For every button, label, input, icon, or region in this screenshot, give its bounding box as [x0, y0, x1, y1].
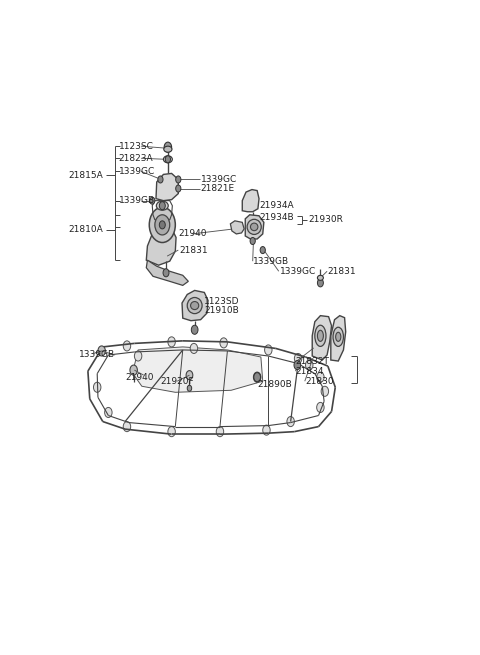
Text: 1339GC: 1339GC: [201, 175, 237, 184]
Circle shape: [150, 197, 155, 204]
Circle shape: [263, 425, 270, 435]
Text: 1123SD: 1123SD: [204, 297, 240, 306]
Circle shape: [168, 426, 175, 437]
Polygon shape: [312, 316, 332, 360]
Circle shape: [317, 372, 324, 383]
Text: 21810A: 21810A: [68, 225, 103, 234]
Circle shape: [187, 385, 192, 391]
Circle shape: [253, 372, 261, 383]
Circle shape: [220, 338, 228, 348]
Circle shape: [317, 279, 324, 287]
Circle shape: [254, 373, 261, 382]
Text: 1339GB: 1339GB: [253, 257, 289, 266]
Polygon shape: [182, 290, 208, 321]
Text: 21930R: 21930R: [309, 215, 343, 224]
Text: 21940: 21940: [125, 373, 154, 382]
Text: 21832T: 21832T: [296, 356, 330, 365]
Ellipse shape: [163, 156, 172, 163]
Circle shape: [165, 156, 170, 163]
Circle shape: [264, 345, 272, 355]
Text: 21834: 21834: [296, 367, 324, 375]
Text: 21821E: 21821E: [201, 184, 235, 193]
Circle shape: [163, 269, 169, 277]
Circle shape: [123, 422, 131, 432]
Polygon shape: [242, 189, 259, 212]
Circle shape: [250, 238, 255, 244]
Circle shape: [130, 365, 137, 375]
Text: 1339GC: 1339GC: [119, 167, 155, 176]
Ellipse shape: [336, 332, 341, 341]
Text: 1339GC: 1339GC: [279, 267, 316, 276]
Circle shape: [159, 221, 165, 229]
Text: 21920F: 21920F: [160, 377, 194, 386]
Text: 21934A: 21934A: [259, 201, 294, 210]
Text: 21831: 21831: [328, 267, 357, 276]
Circle shape: [123, 341, 131, 351]
Circle shape: [192, 326, 198, 334]
Ellipse shape: [317, 330, 324, 341]
Circle shape: [260, 246, 265, 253]
Text: 21823A: 21823A: [119, 154, 154, 163]
Polygon shape: [156, 174, 178, 200]
Circle shape: [94, 383, 101, 392]
Text: 1339GB: 1339GB: [79, 350, 116, 360]
Text: 21815A: 21815A: [68, 171, 103, 180]
Circle shape: [158, 176, 163, 183]
Circle shape: [216, 426, 224, 437]
Circle shape: [176, 185, 181, 192]
Circle shape: [294, 360, 300, 369]
Ellipse shape: [156, 201, 168, 210]
Ellipse shape: [191, 301, 199, 310]
Circle shape: [294, 354, 302, 364]
Ellipse shape: [247, 219, 261, 234]
Circle shape: [105, 407, 112, 417]
Circle shape: [321, 386, 329, 396]
Circle shape: [317, 402, 324, 413]
Circle shape: [155, 215, 170, 235]
Ellipse shape: [317, 275, 324, 280]
Circle shape: [190, 343, 198, 354]
Polygon shape: [245, 215, 264, 239]
Ellipse shape: [333, 328, 344, 346]
Ellipse shape: [315, 326, 326, 346]
Ellipse shape: [164, 146, 172, 152]
Circle shape: [186, 371, 193, 380]
Circle shape: [287, 417, 294, 426]
Ellipse shape: [187, 297, 202, 314]
Circle shape: [98, 346, 106, 356]
Text: 21910B: 21910B: [204, 306, 239, 315]
Text: 21934B: 21934B: [259, 214, 294, 222]
Text: 1339GB: 1339GB: [119, 196, 155, 205]
Circle shape: [164, 142, 172, 152]
Text: 21831: 21831: [179, 246, 208, 255]
Circle shape: [305, 360, 313, 370]
Polygon shape: [146, 260, 188, 286]
Circle shape: [149, 207, 175, 242]
Circle shape: [159, 202, 165, 210]
Polygon shape: [132, 347, 263, 392]
Text: 21890B: 21890B: [257, 380, 292, 388]
Text: 21830: 21830: [305, 377, 334, 386]
Ellipse shape: [251, 223, 258, 231]
Text: 1123SC: 1123SC: [119, 141, 154, 151]
Circle shape: [168, 337, 175, 347]
Circle shape: [134, 351, 142, 361]
Text: 21940: 21940: [178, 229, 207, 238]
Polygon shape: [230, 221, 244, 234]
Polygon shape: [331, 316, 346, 361]
Circle shape: [176, 176, 181, 183]
Polygon shape: [146, 229, 176, 265]
